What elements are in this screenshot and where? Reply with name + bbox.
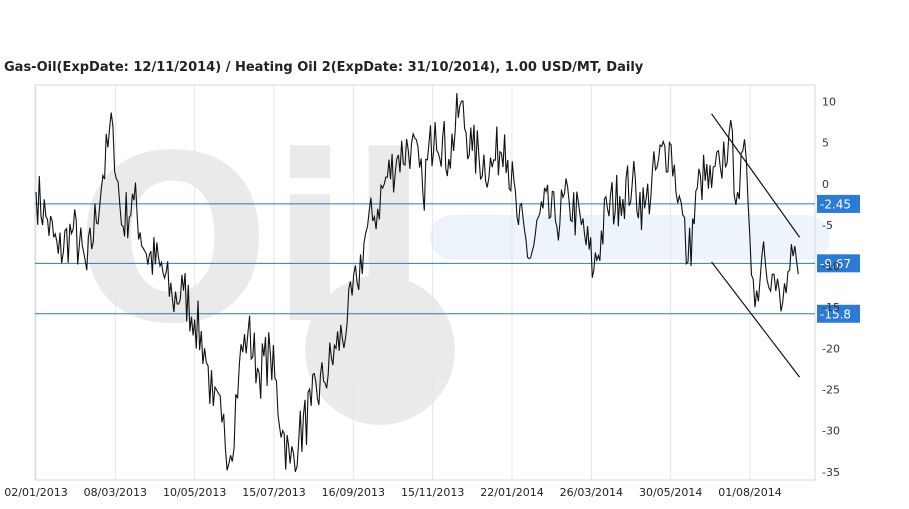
- y-tick-label: -30: [822, 425, 840, 438]
- level-label: -2.45: [820, 197, 851, 211]
- chart-title: Gas-Oil(ExpDate: 12/11/2014) / Heating O…: [4, 60, 644, 75]
- x-tick-label: 30/05/2014: [639, 486, 702, 499]
- level-badge: [817, 194, 860, 213]
- y-tick-label: -25: [822, 383, 840, 396]
- x-tick-label: 26/03/2014: [560, 486, 623, 499]
- y-tick-label: -10: [822, 260, 840, 273]
- x-tick-label: 16/09/2013: [322, 486, 385, 499]
- x-tick-label: 15/11/2013: [401, 486, 464, 499]
- trend-lines: [711, 113, 801, 378]
- trend-line: [711, 113, 801, 238]
- x-tick-label: 22/01/2014: [480, 486, 543, 499]
- y-tick-label: -15: [822, 301, 840, 314]
- y-tick-label: -5: [822, 219, 833, 232]
- x-tick-label: 02/01/2013: [4, 486, 67, 499]
- watermark-oil-text: Oil: [75, 108, 428, 375]
- level-label: -15.8: [820, 307, 851, 321]
- y-tick-label: 10: [822, 95, 836, 108]
- watermark-bar: [430, 215, 830, 260]
- y-tick-label: -35: [822, 466, 840, 479]
- oilstat-watermark: Oil: [75, 108, 830, 425]
- x-tick-label: 10/05/2013: [163, 486, 226, 499]
- x-tick-label: 15/07/2013: [242, 486, 305, 499]
- y-tick-label: 5: [822, 137, 829, 150]
- x-tick-label: 08/03/2013: [84, 486, 147, 499]
- plot-frame: [34, 84, 816, 481]
- x-axis-ticks: 02/01/2013 08/03/2013 10/05/2013 15/07/2013…: [4, 486, 781, 499]
- y-tick-label: -20: [822, 342, 840, 355]
- level-badge: [817, 254, 860, 273]
- level-lines: -2.45 -9.67 -15.8: [35, 194, 860, 323]
- level-badge: [817, 304, 860, 323]
- y-tick-label: 0: [822, 178, 829, 191]
- x-tick-label: 01/08/2014: [718, 486, 781, 499]
- watermark-drop: [305, 275, 455, 425]
- trend-line: [711, 261, 801, 378]
- level-label: -9.67: [820, 257, 851, 271]
- series-line: [35, 93, 799, 472]
- y-axis-ticks: 10 5 0 -5 -10 -15 -20 -25 -30 -35: [822, 95, 840, 478]
